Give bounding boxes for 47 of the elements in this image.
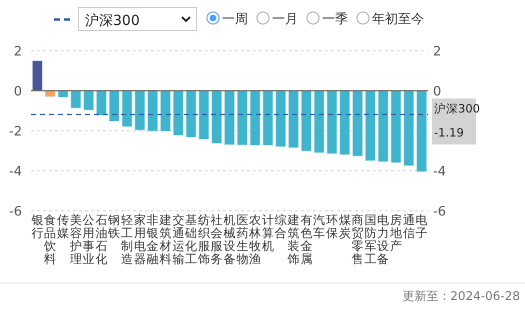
x-tick-label: 银行 xyxy=(30,213,44,240)
x-tick-label: 美容护理 xyxy=(68,213,82,266)
text: 一周 xyxy=(222,12,248,27)
text: 更新至：2024-06-28 xyxy=(402,289,520,303)
y-tick-label: -4 xyxy=(9,164,22,180)
x-tick-label: 农林牧渔 xyxy=(248,213,262,266)
x-tick-label: 有色金属 xyxy=(300,213,312,266)
x-tick-label: 家用电器 xyxy=(134,213,146,266)
x-tick-label: 房地产 xyxy=(388,213,402,253)
x-tick-label: 建筑装饰 xyxy=(286,213,300,266)
x-tick-label: 传媒 xyxy=(57,213,70,240)
x-tick-label: 社会服务 xyxy=(210,213,223,266)
x-tick-label: 轻工制造 xyxy=(121,213,134,266)
y-tick-label: -6 xyxy=(9,204,22,220)
text: 年初至今 xyxy=(372,12,424,27)
x-tick-label: 计算机 xyxy=(262,213,274,253)
x-tick-label: 电子 xyxy=(416,213,428,240)
x-tick-label: 非银金融 xyxy=(146,213,159,266)
x-tick-label: 煤炭 xyxy=(338,213,351,240)
x-tick-label: 食品饮料 xyxy=(43,213,56,266)
y2-tick-label: 0 xyxy=(433,84,442,100)
y-tick-label: 2 xyxy=(14,44,22,60)
x-tick-label: 石油石化 xyxy=(95,213,108,266)
x-tick-label: 交通运输 xyxy=(172,213,184,266)
x-tick-label: 汽车 xyxy=(313,213,326,240)
legend-title: 沪深300 xyxy=(85,13,140,29)
x-tick-label: 医药生物 xyxy=(236,213,248,266)
y-tick-label: 0 xyxy=(14,84,22,100)
y2-tick-label: -6 xyxy=(433,204,446,220)
x-tick-label: 国防军工 xyxy=(364,213,376,266)
x-tick-label: 钢铁 xyxy=(107,213,120,240)
x-tick-label: 建筑材料 xyxy=(158,213,172,266)
x-tick-label: 机械设备 xyxy=(224,213,236,266)
ref-line-label: 沪深300 -1.19 xyxy=(434,102,480,140)
x-tick-label: 电力设备 xyxy=(377,213,390,266)
x-tick-label: 商贸零售 xyxy=(352,213,364,266)
text: 一季 xyxy=(322,12,348,27)
x-tick-label: 综合 xyxy=(274,213,287,240)
y2-tick-label: 2 xyxy=(433,44,442,60)
text: 一月 xyxy=(272,12,298,27)
x-tick-label: 通信 xyxy=(402,213,415,240)
y-tick-label: -2 xyxy=(9,124,22,140)
x-tick-label: 公用事业 xyxy=(82,213,95,266)
x-tick-label: 基础化工 xyxy=(184,213,198,266)
x-tick-label: 纺织服饰 xyxy=(196,213,210,266)
x-tick-label: 环保 xyxy=(326,213,338,240)
y2-tick-label: -4 xyxy=(433,164,446,180)
